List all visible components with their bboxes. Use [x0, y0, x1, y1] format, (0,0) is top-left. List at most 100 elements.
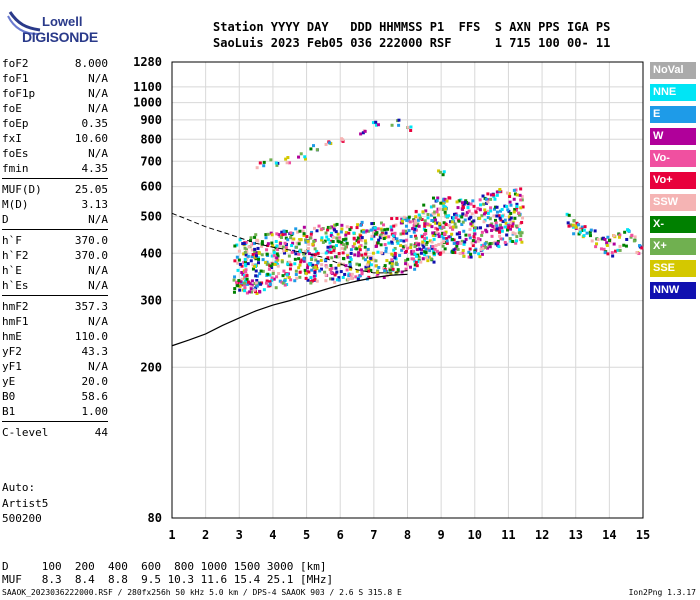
echo-point	[360, 272, 364, 276]
echo-point	[486, 224, 490, 228]
echo-point	[516, 224, 520, 228]
echo-point	[326, 256, 330, 260]
echo-point	[356, 236, 360, 240]
echo-point	[319, 258, 323, 262]
echo-point	[596, 238, 600, 242]
echo-point	[401, 229, 405, 233]
echo-point	[280, 260, 284, 264]
echo-point	[243, 260, 247, 264]
param-value: 20.0	[81, 375, 109, 388]
muf-scale-row: MUF 8.3 8.4 8.8 9.5 10.3 11.6 15.4 25.1 …	[2, 573, 334, 586]
param-value: N/A	[88, 147, 108, 160]
echo-point	[461, 201, 465, 205]
echo-point	[480, 214, 484, 218]
echo-point	[467, 255, 471, 259]
echo-point	[515, 193, 519, 197]
param-row: h`Es N/A	[2, 278, 108, 293]
echo-point	[374, 244, 378, 248]
echo-point	[425, 243, 429, 247]
echo-point	[363, 245, 367, 249]
echo-point	[276, 263, 280, 267]
echo-point	[342, 238, 346, 242]
echo-point	[480, 243, 484, 247]
echo-point	[260, 242, 264, 246]
echo-point	[236, 261, 240, 265]
echo-point	[444, 230, 448, 234]
legend-item-x-: X+	[650, 238, 696, 255]
echo-point	[304, 271, 308, 275]
echo-point	[433, 231, 437, 235]
echo-point	[427, 255, 431, 259]
echo-point	[364, 252, 368, 256]
echo-point	[259, 269, 263, 273]
echo-point	[451, 227, 455, 231]
echo-point	[618, 233, 622, 237]
echo-point	[430, 240, 434, 244]
echo-point	[261, 258, 265, 262]
echo-point	[309, 232, 313, 236]
echo-point	[250, 283, 254, 287]
echo-point	[360, 239, 364, 243]
echo-point	[377, 238, 381, 242]
echo-point	[278, 279, 282, 283]
echo-point	[571, 223, 575, 227]
echo-point	[333, 273, 337, 277]
echo-point	[328, 241, 332, 245]
echo-point	[488, 245, 492, 249]
echo-point	[369, 228, 373, 232]
echo-point	[354, 275, 358, 279]
echo-point	[629, 235, 633, 239]
echo-point	[382, 223, 386, 227]
echo-point	[495, 190, 499, 194]
echo-point	[256, 246, 260, 250]
param-row: foEs N/A	[2, 146, 108, 161]
echo-point	[520, 220, 524, 224]
echo-point	[420, 218, 424, 222]
echo-point	[511, 220, 515, 224]
echo-point	[341, 138, 345, 142]
echo-point	[461, 220, 465, 224]
echo-point	[374, 120, 378, 124]
echo-point	[438, 207, 442, 211]
echo-point	[379, 243, 383, 247]
echo-point	[470, 224, 474, 228]
echo-point	[345, 268, 349, 272]
param-label: hmF2	[2, 300, 29, 313]
param-row: h`E N/A	[2, 263, 108, 278]
echo-point	[274, 161, 278, 165]
echo-point	[453, 251, 457, 255]
echo-point	[593, 229, 597, 233]
echo-point	[332, 246, 336, 250]
echo-point	[434, 221, 438, 225]
echo-point	[372, 258, 376, 262]
echo-point	[270, 254, 274, 258]
echo-point	[366, 229, 370, 233]
echo-point	[258, 161, 262, 165]
echo-point	[297, 242, 301, 246]
param-row: foE N/A	[2, 101, 108, 116]
echo-point	[287, 276, 291, 280]
echo-point	[442, 170, 446, 174]
echo-point	[513, 207, 517, 211]
echo-point	[268, 273, 272, 277]
echo-point	[266, 262, 270, 266]
echo-point	[577, 232, 581, 236]
echo-point	[345, 241, 349, 245]
echo-point	[376, 123, 380, 127]
echo-point	[448, 225, 452, 229]
echo-point	[456, 241, 460, 245]
echo-point	[243, 270, 247, 274]
echo-point	[405, 238, 409, 242]
echo-point	[485, 230, 489, 234]
param-value: 44	[94, 426, 108, 439]
echo-point	[244, 253, 248, 257]
echo-point	[476, 237, 480, 241]
echo-point	[253, 247, 257, 251]
echo-point	[443, 197, 447, 201]
echo-point	[511, 240, 515, 244]
echo-point	[256, 256, 260, 260]
echo-point	[473, 232, 477, 236]
echo-point	[393, 252, 397, 256]
echo-point	[242, 281, 246, 285]
echo-point	[297, 155, 301, 159]
